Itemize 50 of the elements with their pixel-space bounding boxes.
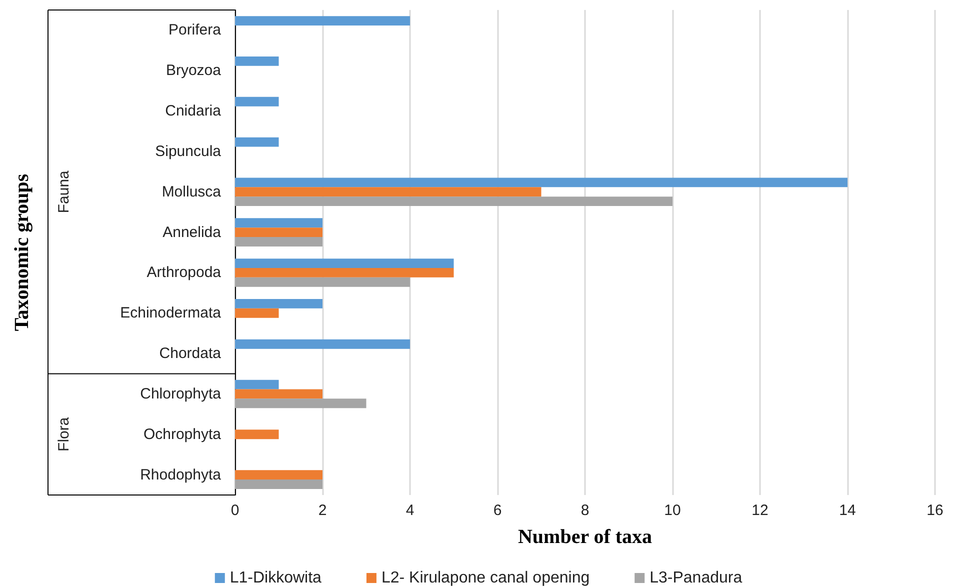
y-tick-label: Bryozoa	[166, 62, 222, 80]
text: Fauna	[56, 170, 72, 214]
bar	[235, 56, 279, 66]
bar	[235, 380, 279, 390]
bar	[235, 268, 454, 278]
bar	[235, 389, 322, 399]
bar	[235, 308, 279, 318]
y-tick-label: Porifera	[168, 22, 222, 39]
y-tick-label: Ochrophyta	[143, 426, 222, 443]
legend-label: L3-Panadura	[650, 570, 742, 586]
x-tick-label: 8	[580, 502, 590, 519]
text: Flora	[56, 416, 72, 452]
y-tick-label: Chlorophyta	[140, 385, 222, 402]
bar	[235, 398, 366, 408]
bar	[235, 96, 279, 106]
x-tick-label: 0	[230, 502, 240, 519]
y-tick-label: Chordata	[159, 345, 222, 362]
y-tick-label: Sipuncula	[155, 142, 222, 160]
legend-label: L1-Dikkowita	[230, 570, 322, 586]
bar	[235, 218, 322, 228]
x-tick-label: 6	[493, 502, 502, 519]
y-tick-label: Mollusca	[162, 183, 222, 200]
x-tick-label: 12	[752, 502, 768, 519]
y-tick-label: Arthropoda	[146, 264, 222, 282]
x-tick-label: 16	[926, 502, 944, 519]
bar	[235, 258, 454, 268]
bar	[235, 470, 322, 480]
y-tick-label: Annelida	[162, 224, 222, 241]
bar	[235, 178, 848, 188]
bar	[235, 16, 410, 26]
bar	[235, 339, 410, 349]
bar	[235, 237, 322, 246]
y-tick-label: Cnidaria	[165, 102, 222, 120]
y-axis-title: Taxonomic groups	[11, 174, 33, 332]
bar	[235, 277, 410, 287]
x-tick-label: 10	[664, 502, 681, 519]
bar	[235, 430, 279, 440]
x-tick-label: 14	[839, 502, 856, 519]
x-tick-label: 4	[406, 502, 414, 519]
bar	[235, 196, 672, 206]
bar	[235, 187, 542, 197]
bar	[235, 480, 322, 489]
y-tick-label: Rhodophyta	[140, 466, 222, 484]
bar	[235, 137, 279, 147]
x-axis-title: Number of taxa	[518, 526, 652, 548]
bar	[235, 228, 322, 238]
y-tick-label: Echinodermata	[120, 304, 222, 322]
x-tick-label: 2	[318, 502, 327, 519]
legend-label: L2- Kirulapone canal opening	[381, 570, 590, 586]
bar	[235, 298, 322, 308]
